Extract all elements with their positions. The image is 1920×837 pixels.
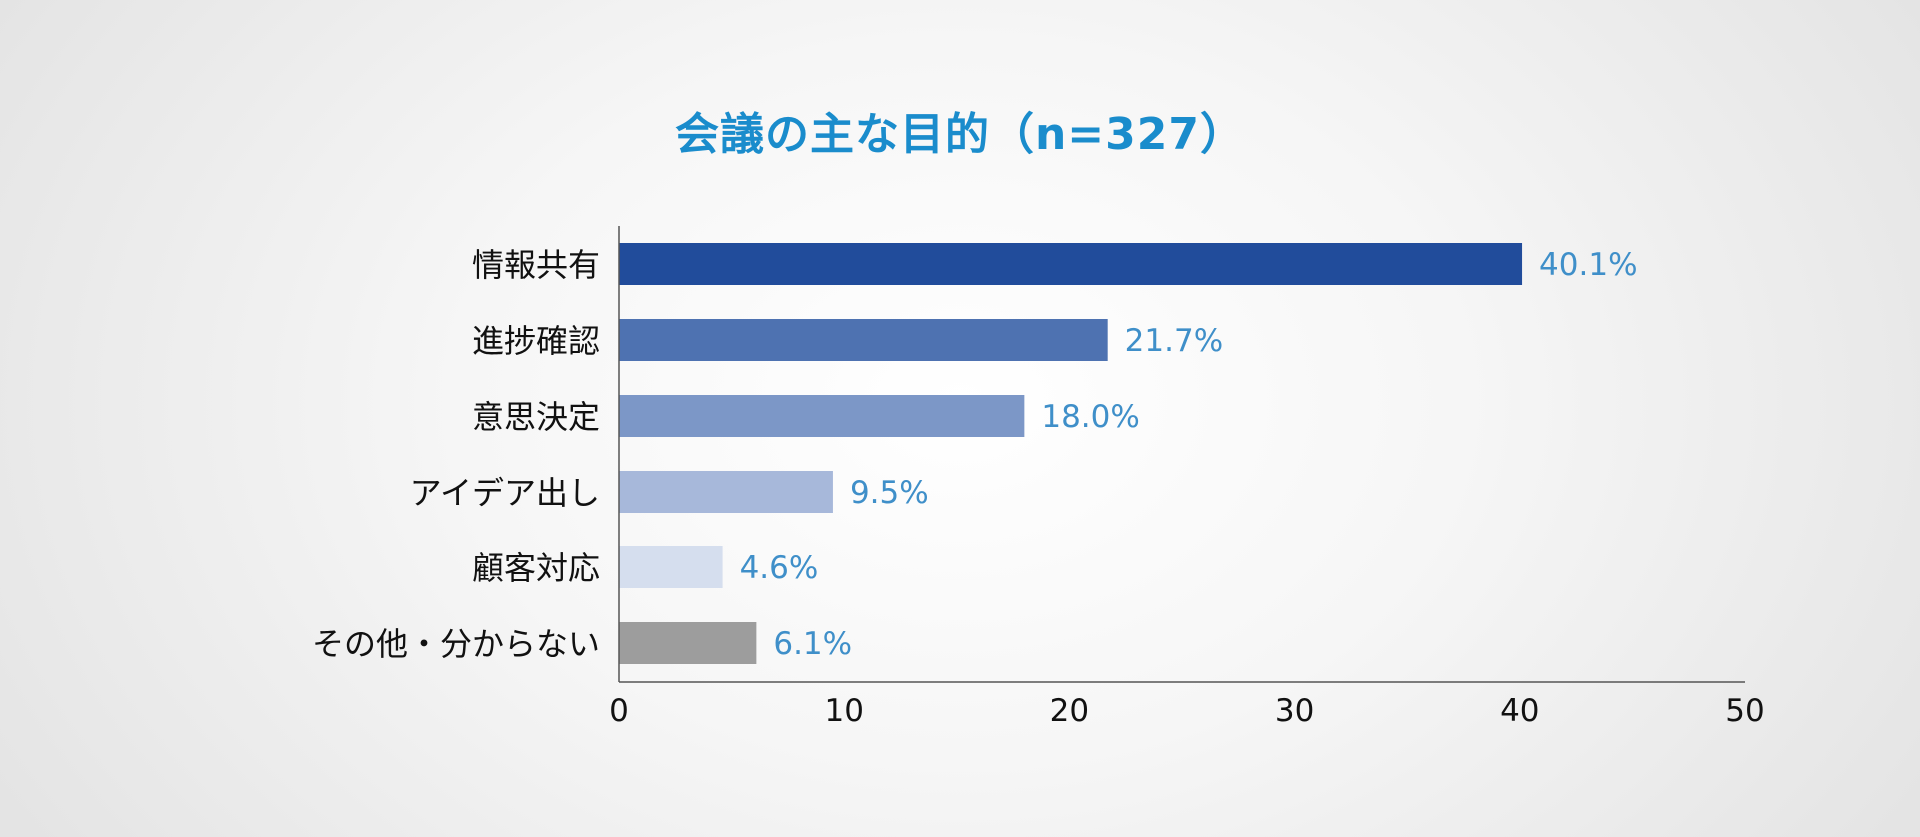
- x-tick-label-30: 30: [1275, 693, 1314, 729]
- axes-group: [618, 226, 1745, 683]
- x-tick-label-10: 10: [824, 693, 863, 729]
- x-tick-label-0: 0: [609, 693, 629, 729]
- category-label-2: 進捗確認: [472, 322, 600, 360]
- category-label-1: 情報共有: [472, 246, 600, 284]
- chart-title: 会議の主な目的（n=327）: [674, 109, 1246, 160]
- category-label-6: その他・分からない: [312, 625, 600, 663]
- bar-4: [619, 471, 833, 513]
- bar-5: [619, 546, 723, 588]
- x-tick-label-20: 20: [1050, 693, 1089, 729]
- value-label-1: 40.1%: [1539, 247, 1637, 283]
- value-label-6: 6.1%: [773, 626, 852, 662]
- bar-6: [619, 622, 757, 664]
- category-label-3: 意思決定: [472, 398, 600, 436]
- value-label-3: 18.0%: [1041, 399, 1139, 435]
- bars-group: [619, 243, 1523, 664]
- value-label-5: 4.6%: [740, 550, 819, 586]
- x-tick-label-40: 40: [1500, 693, 1539, 729]
- category-label-5: 顧客対応: [472, 549, 600, 587]
- category-label-4: アイデア出し: [410, 474, 600, 512]
- bar-1: [619, 243, 1523, 285]
- value-label-4: 9.5%: [850, 475, 929, 511]
- bar-2: [619, 319, 1108, 361]
- x-tick-label-50: 50: [1725, 693, 1764, 729]
- value-label-2: 21.7%: [1125, 323, 1223, 359]
- labels-group: 40.1% 情報共有 21.7% 進捗確認 18.0% 意思決定 9.5% アイデア出し 4.6…: [312, 246, 1765, 729]
- bar-3: [619, 395, 1025, 437]
